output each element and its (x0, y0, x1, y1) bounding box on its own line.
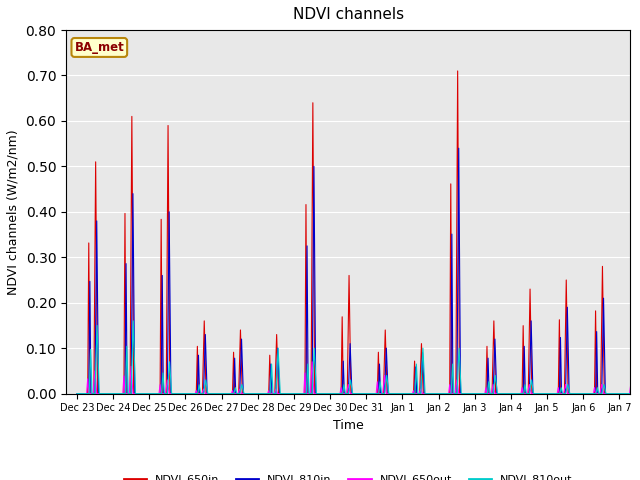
NDVI_810out (335, 391, 343, 396)
NDVI_810in (335, 391, 342, 396)
Line: NDVI_650out: NDVI_650out (77, 362, 640, 394)
NDVI_650out (84, 376, 92, 382)
NDVI_650out (615, 391, 623, 396)
NDVI_810out (84, 391, 92, 396)
NDVI_810in (369, 391, 377, 396)
NDVI_650out (335, 391, 343, 396)
NDVI_650in (84, 391, 92, 396)
NDVI_650in (335, 391, 342, 396)
NDVI_650in (472, 391, 480, 396)
NDVI_810out (369, 391, 377, 396)
Line: NDVI_810in: NDVI_810in (77, 148, 640, 394)
Legend: NDVI_650in, NDVI_810in, NDVI_650out, NDVI_810out: NDVI_650in, NDVI_810in, NDVI_650out, NDV… (120, 470, 577, 480)
Text: BA_met: BA_met (74, 41, 124, 54)
NDVI_810in (177, 391, 184, 396)
NDVI_810out (472, 391, 480, 396)
Y-axis label: NDVI channels (W/m2/nm): NDVI channels (W/m2/nm) (7, 129, 20, 295)
NDVI_650out (369, 391, 377, 396)
NDVI_810out (177, 391, 184, 396)
Title: NDVI channels: NDVI channels (292, 7, 404, 22)
NDVI_810in (472, 391, 480, 396)
NDVI_650out (177, 391, 184, 396)
NDVI_650in (454, 68, 461, 74)
NDVI_650out (472, 391, 480, 396)
NDVI_650in (177, 391, 184, 396)
NDVI_810out (73, 391, 81, 396)
NDVI_650in (73, 391, 81, 396)
X-axis label: Time: Time (333, 419, 364, 432)
Line: NDVI_810out: NDVI_810out (77, 321, 640, 394)
Line: NDVI_650in: NDVI_650in (77, 71, 640, 394)
NDVI_810in (73, 391, 81, 396)
NDVI_810in (615, 391, 623, 396)
NDVI_810out (615, 391, 623, 396)
NDVI_650out (308, 359, 316, 365)
NDVI_810in (455, 145, 463, 151)
NDVI_650in (615, 391, 623, 396)
NDVI_650out (73, 391, 81, 396)
NDVI_810in (84, 391, 92, 396)
NDVI_650in (369, 391, 377, 396)
NDVI_810out (129, 318, 137, 324)
